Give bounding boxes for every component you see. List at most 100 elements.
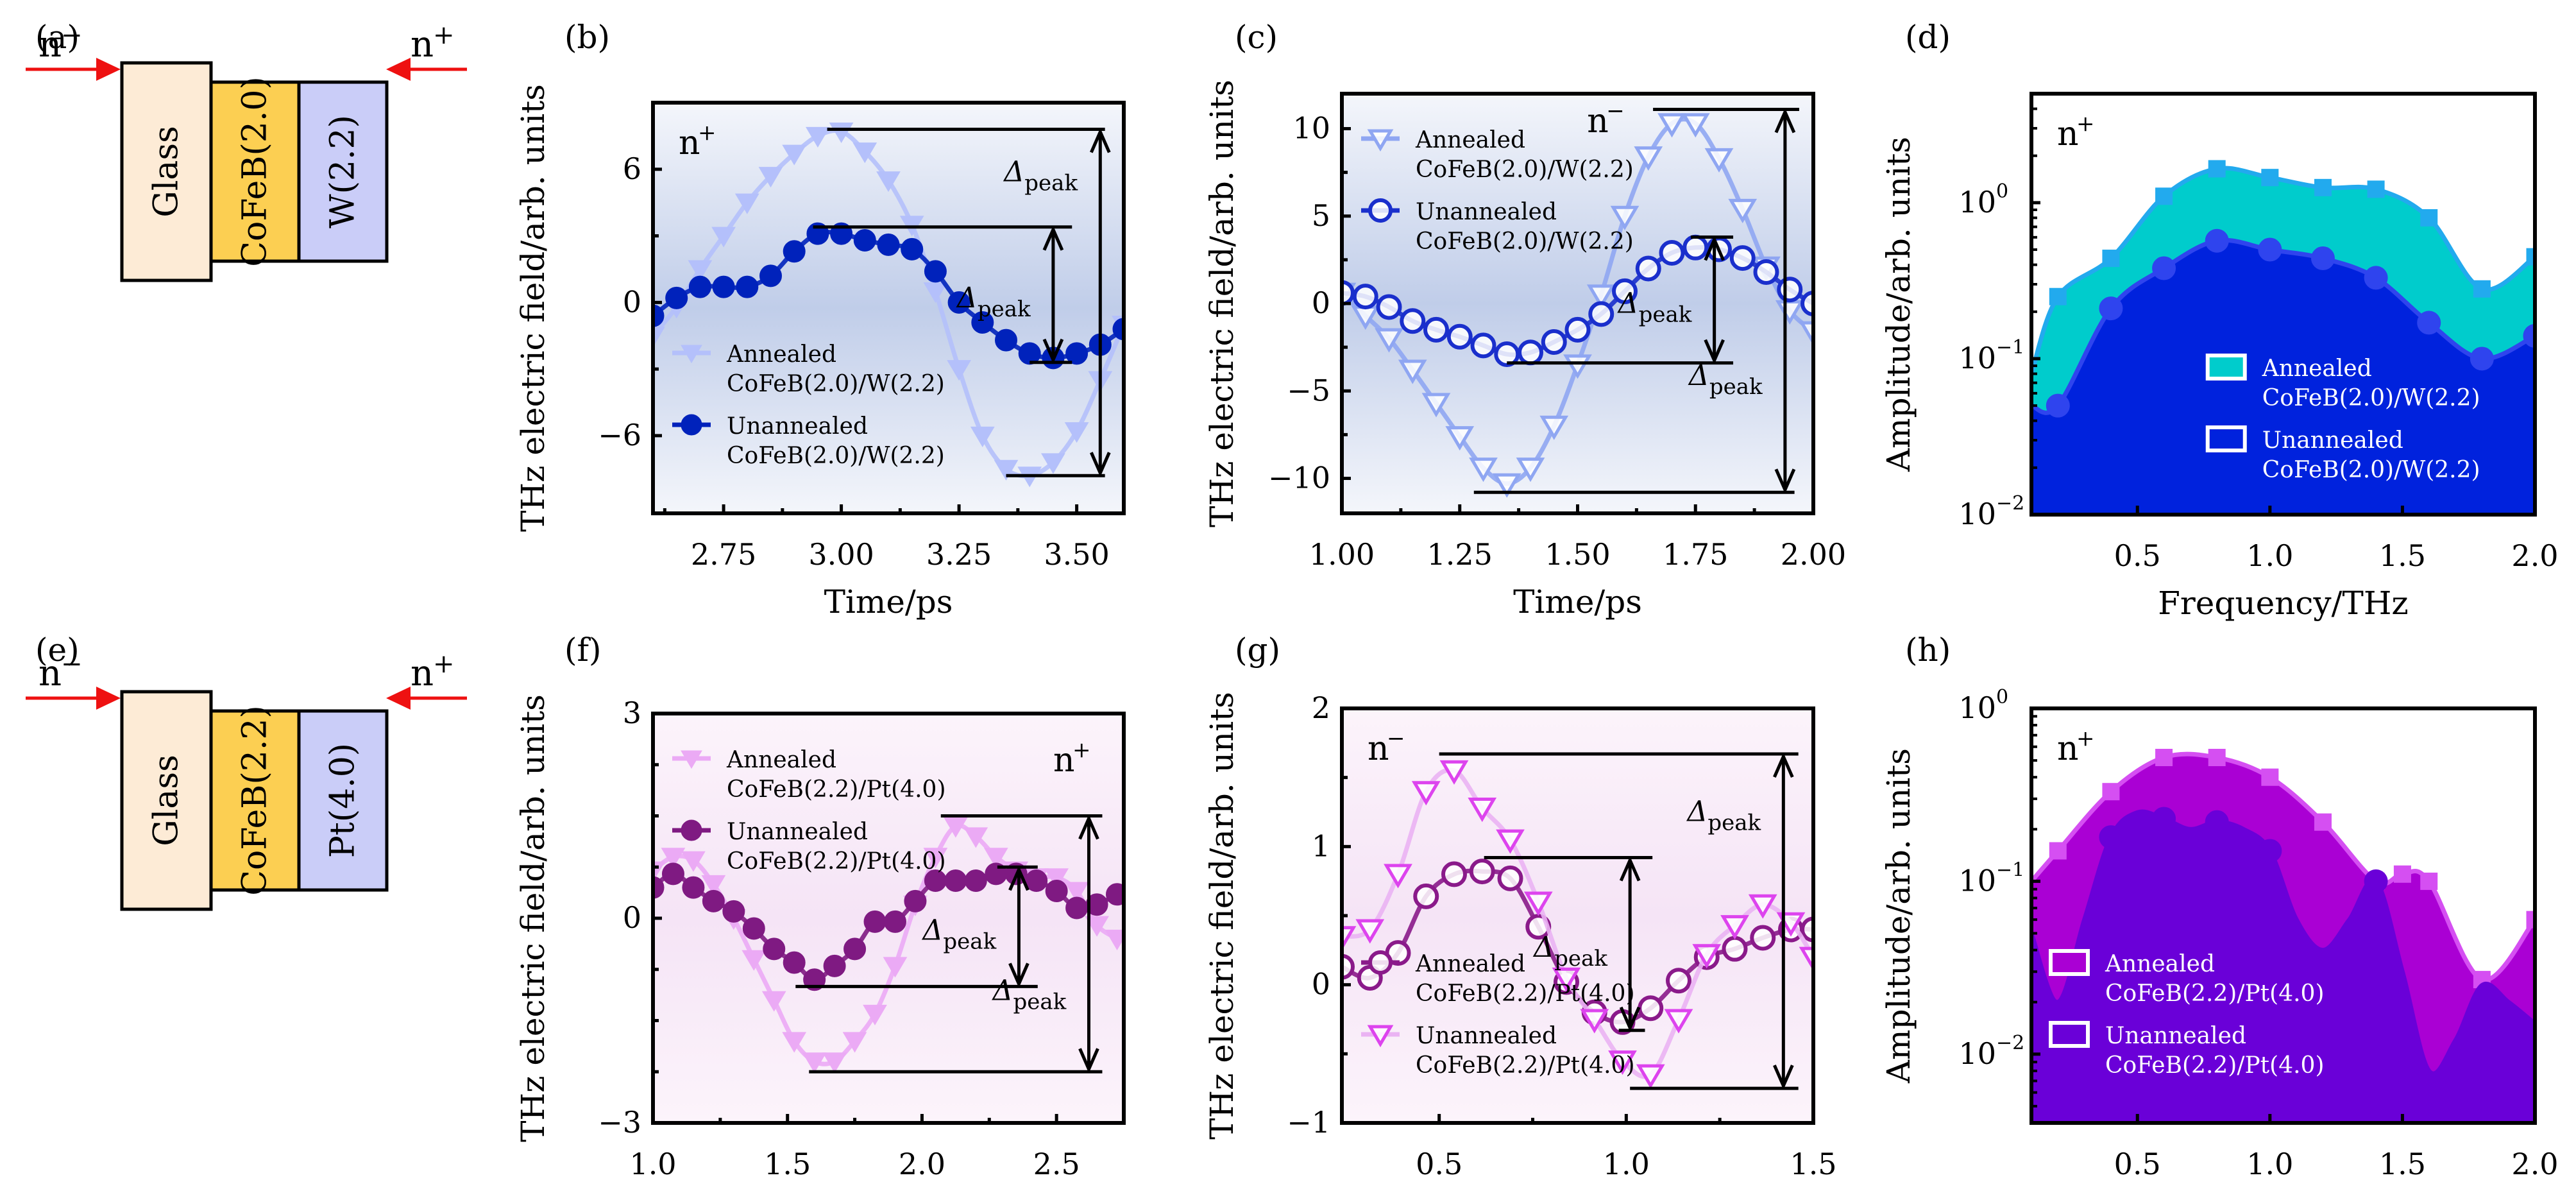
data-point <box>1657 113 1686 138</box>
data-point <box>1065 896 1089 920</box>
y-axis-label: THz electric field/arb. units <box>514 84 552 532</box>
legend-label: Annealed <box>726 341 836 368</box>
arrowhead-up-icon <box>1090 128 1111 153</box>
data-point <box>2526 911 2535 928</box>
arrowhead-icon <box>96 687 121 710</box>
arrowhead-down-icon <box>1090 452 1111 477</box>
incidence-sign: + <box>698 120 716 146</box>
arrowhead-down-icon <box>1078 1048 1099 1074</box>
y-tick-label: 5 <box>1312 198 1330 233</box>
y-tick-label: 10 <box>1958 497 1996 531</box>
panel-label-b: (b) <box>564 19 610 56</box>
incidence-annotation: n <box>679 124 700 162</box>
data-point <box>681 851 706 872</box>
y-tick-exponent: −1 <box>1996 336 2024 359</box>
data-point <box>1439 760 1469 785</box>
chart-d: n+ Annealed CoFeB(2.0)/W(2.2) Unannealed CoF… <box>1880 92 2559 622</box>
data-point <box>2049 842 2067 860</box>
data-point <box>983 848 1008 869</box>
arrowhead-up-icon <box>1078 814 1099 840</box>
data-point <box>681 750 702 769</box>
y-tick-label: −1 <box>1287 1105 1330 1140</box>
data-point <box>877 233 900 256</box>
data-point <box>883 957 908 978</box>
legend-label: CoFeB(2.2)/Pt(4.0) <box>1416 980 1635 1007</box>
data-point <box>1588 301 1614 327</box>
data-point <box>1065 342 1089 365</box>
x-tick-label: 0.5 <box>2114 538 2161 573</box>
data-point <box>883 910 906 933</box>
data-point <box>742 917 765 940</box>
series-line-1 <box>2031 809 2535 1076</box>
incidence-annotation: n <box>1368 730 1389 768</box>
incidence-sign: + <box>433 649 455 679</box>
data-point <box>741 950 767 971</box>
x-tick-label: 2.00 <box>1781 537 1846 572</box>
data-point <box>2099 296 2123 321</box>
panel-label-f: (f) <box>564 631 602 669</box>
arrowhead-up-icon <box>1704 235 1725 261</box>
y-tick-exponent: 0 <box>1996 180 2008 203</box>
x-tick-label: 1.0 <box>2246 538 2293 573</box>
arrowhead-icon <box>386 687 411 710</box>
legend-swatch-icon <box>2049 949 2090 976</box>
data-point <box>843 937 867 961</box>
delta-peak-subscript: peak <box>943 928 996 954</box>
data-point <box>2420 209 2438 227</box>
delta-peak-subscript: peak <box>1639 302 1692 328</box>
arrowhead-down-icon <box>1704 339 1725 364</box>
delta-peak-label: Δ <box>991 975 1013 1007</box>
legend-label: Annealed <box>2262 355 2372 382</box>
x-tick-label: 1.5 <box>764 1147 811 1181</box>
data-point <box>923 282 948 304</box>
incidence-sign: − <box>61 649 83 679</box>
data-point <box>1045 879 1068 902</box>
data-point <box>1729 245 1756 271</box>
x-tick-label: 1.0 <box>2246 1147 2293 1181</box>
delta-peak-subscript: peak <box>1024 170 1078 196</box>
data-point <box>852 142 877 164</box>
layer-label: Pt(4.0) <box>324 743 362 858</box>
plot-frame <box>2029 92 2537 517</box>
x-tick-label: 0.5 <box>1416 1147 1462 1181</box>
data-point <box>1608 1050 1637 1075</box>
data-point <box>1352 284 1378 310</box>
arrowhead-down-icon <box>1008 963 1030 988</box>
delta-peak-subscript: peak <box>1554 946 1607 971</box>
y-tick-label: 0 <box>1312 967 1330 1002</box>
data-point <box>1468 798 1497 823</box>
legend: Annealed CoFeB(2.0)/W(2.2) Unannealed CoFeB… <box>672 341 945 469</box>
data-point <box>2393 865 2411 883</box>
panel-label-d: (d) <box>1905 19 1951 56</box>
data-point <box>1018 342 1041 365</box>
y-tick-exponent: −1 <box>1996 859 2024 881</box>
legend-label: CoFeB(2.2)/Pt(4.0) <box>2105 980 2325 1007</box>
incidence-sign: + <box>1072 737 1091 763</box>
x-tick-label: 0.5 <box>2114 1147 2161 1181</box>
data-point <box>1342 280 1355 306</box>
layer-label: Glass <box>148 755 186 846</box>
data-point <box>1044 868 1069 889</box>
data-point <box>759 264 782 287</box>
legend: Annealed CoFeB(2.0)/W(2.2) Unannealed CoFeB… <box>1361 127 1634 255</box>
legend-swatch-icon <box>2205 354 2247 381</box>
x-tick-label: 1.00 <box>1309 537 1375 572</box>
x-tick-label: 3.25 <box>926 537 992 572</box>
data-point <box>1799 321 1813 346</box>
data-point <box>1413 883 1439 909</box>
legend: Annealed CoFeB(2.2)/Pt(4.0) Unannealed CoFe… <box>1361 950 1635 1079</box>
y-tick-exponent: −2 <box>1996 1032 2024 1054</box>
data-point <box>2417 311 2441 335</box>
delta-peak-label: Δ <box>1532 931 1554 964</box>
legend: Annealed CoFeB(2.0)/W(2.2) Unannealed CoFeB… <box>2205 354 2480 483</box>
arrowhead-down-icon <box>1773 1065 1794 1090</box>
data-point <box>653 327 665 348</box>
y-tick-label: 6 <box>623 151 641 186</box>
data-point <box>782 144 807 166</box>
incidence-annotation: n <box>1053 741 1075 780</box>
